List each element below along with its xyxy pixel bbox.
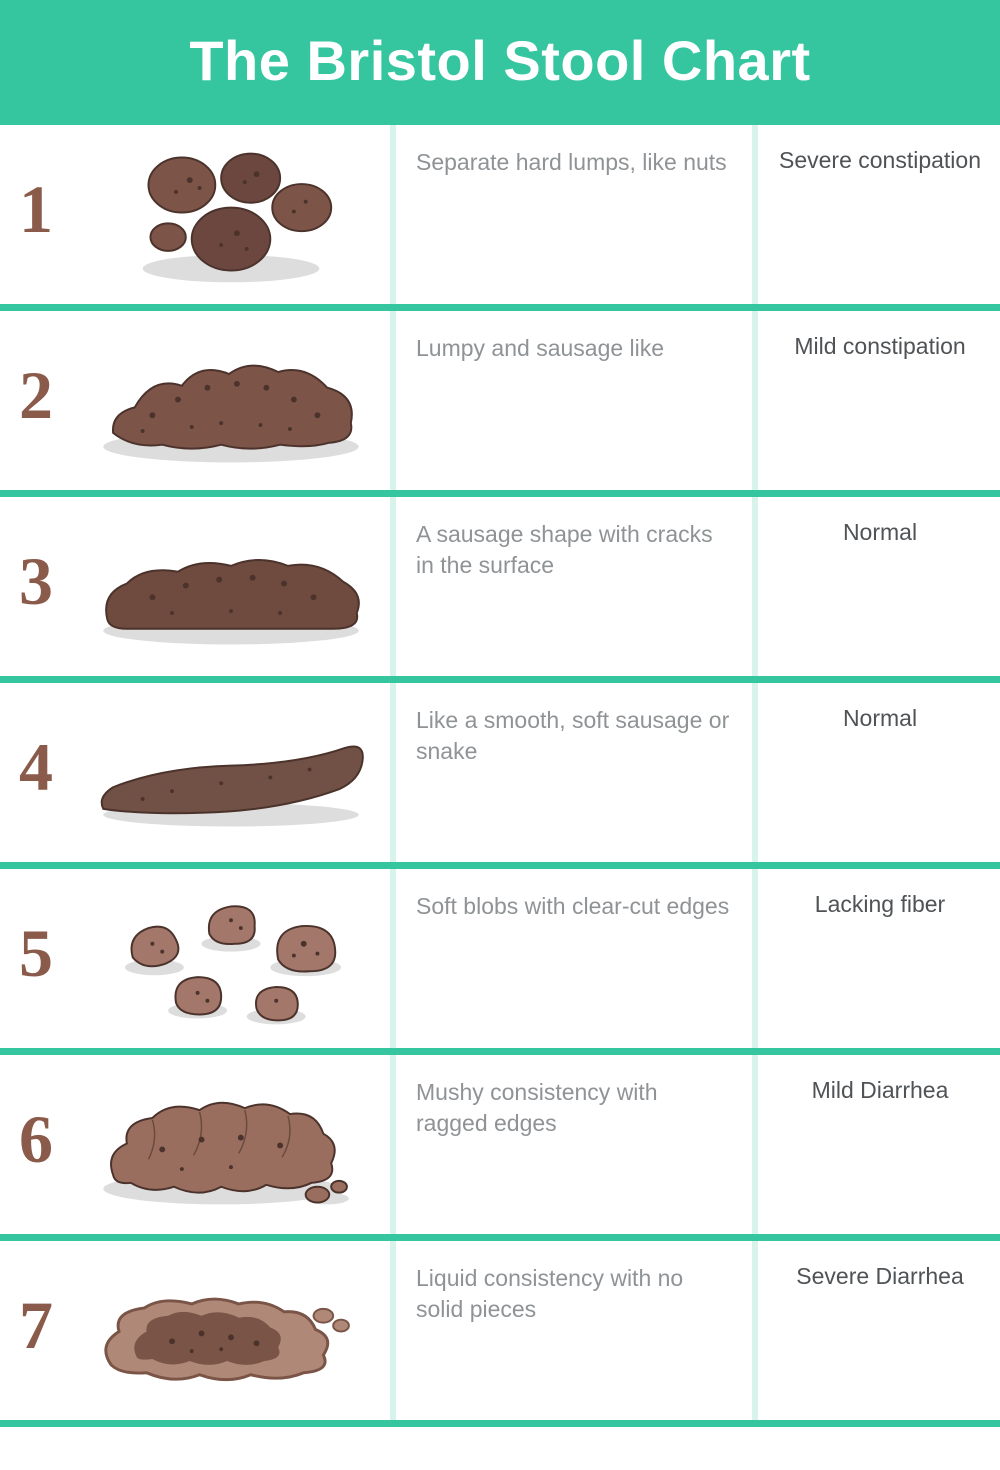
chart-row: 5 xyxy=(0,869,1000,1055)
type-number-cell: 4 xyxy=(0,683,72,862)
stool-type-5-icon xyxy=(80,875,382,1042)
description-cell: A sausage shape with cracks in the surfa… xyxy=(396,497,752,676)
chart-row: 3 A sausage shape with cracks in the sur… xyxy=(0,497,1000,683)
diagnosis-cell: Mild Diarrhea xyxy=(758,1055,1000,1234)
type-number: 3 xyxy=(19,547,53,615)
chart-row: 7 Liquid consistency with no solid piece… xyxy=(0,1241,1000,1427)
stool-type-4-icon xyxy=(80,689,382,856)
chart-title: The Bristol Stool Chart xyxy=(0,0,1000,125)
type-number-cell: 5 xyxy=(0,869,72,1048)
illustration-cell xyxy=(72,125,390,304)
illustration-cell xyxy=(72,1241,390,1420)
chart-row: 2 Lumpy and sausage like Mild constipati… xyxy=(0,311,1000,497)
description-cell: Soft blobs with clear-cut edges xyxy=(396,869,752,1048)
illustration-cell xyxy=(72,869,390,1048)
diagnosis-cell: Normal xyxy=(758,497,1000,676)
type-number: 1 xyxy=(19,175,53,243)
stool-type-1-icon xyxy=(80,131,382,298)
type-number-cell: 3 xyxy=(0,497,72,676)
diagnosis-cell: Severe constipation xyxy=(758,125,1000,304)
type-number: 2 xyxy=(19,361,53,429)
bristol-stool-chart: The Bristol Stool Chart 1 xyxy=(0,0,1000,1427)
type-number-cell: 6 xyxy=(0,1055,72,1234)
type-number: 4 xyxy=(19,733,53,801)
illustration-cell xyxy=(72,497,390,676)
illustration-cell xyxy=(72,1055,390,1234)
stool-type-2-icon xyxy=(80,317,382,484)
description-cell: Like a smooth, soft sausage or snake xyxy=(396,683,752,862)
description-cell: Liquid consistency with no solid pieces xyxy=(396,1241,752,1420)
type-number-cell: 2 xyxy=(0,311,72,490)
description-cell: Mushy consistency with ragged edges xyxy=(396,1055,752,1234)
type-number: 6 xyxy=(19,1105,53,1173)
type-number-cell: 7 xyxy=(0,1241,72,1420)
illustration-cell xyxy=(72,683,390,862)
type-number-cell: 1 xyxy=(0,125,72,304)
diagnosis-cell: Mild constipation xyxy=(758,311,1000,490)
chart-row: 6 Mushy consi xyxy=(0,1055,1000,1241)
illustration-cell xyxy=(72,311,390,490)
type-number: 5 xyxy=(19,919,53,987)
stool-type-6-icon xyxy=(80,1061,382,1228)
chart-row: 1 Separate hard lu xyxy=(0,125,1000,311)
diagnosis-cell: Normal xyxy=(758,683,1000,862)
type-number: 7 xyxy=(19,1291,53,1359)
diagnosis-cell: Severe Diarrhea xyxy=(758,1241,1000,1420)
diagnosis-cell: Lacking fiber xyxy=(758,869,1000,1048)
description-cell: Separate hard lumps, like nuts xyxy=(396,125,752,304)
stool-type-3-icon xyxy=(80,503,382,670)
chart-row: 4 Like a smooth, soft sausage or snake N… xyxy=(0,683,1000,869)
description-cell: Lumpy and sausage like xyxy=(396,311,752,490)
stool-type-7-icon xyxy=(80,1247,382,1414)
